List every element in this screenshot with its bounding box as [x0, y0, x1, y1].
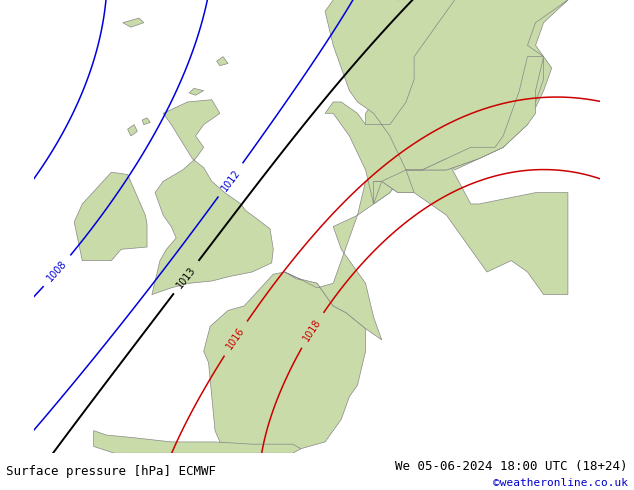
Polygon shape [123, 18, 144, 27]
Text: ©weatheronline.co.uk: ©weatheronline.co.uk [493, 478, 628, 488]
Polygon shape [373, 159, 568, 294]
Polygon shape [74, 172, 147, 261]
Text: 1004: 1004 [0, 204, 16, 229]
Text: 1013: 1013 [175, 265, 198, 290]
Polygon shape [217, 57, 228, 66]
Polygon shape [152, 99, 273, 294]
Polygon shape [204, 272, 366, 453]
Text: Surface pressure [hPa] ECMWF: Surface pressure [hPa] ECMWF [6, 465, 216, 478]
Polygon shape [422, 57, 543, 170]
Polygon shape [142, 118, 150, 124]
Text: We 05-06-2024 18:00 UTC (18+24): We 05-06-2024 18:00 UTC (18+24) [395, 460, 628, 473]
Text: 1008: 1008 [45, 259, 69, 283]
Polygon shape [127, 124, 138, 136]
Text: 1016: 1016 [224, 325, 247, 351]
Text: 1018: 1018 [301, 317, 323, 343]
Polygon shape [285, 170, 406, 340]
Polygon shape [189, 88, 204, 95]
Polygon shape [94, 431, 301, 453]
Text: 1012: 1012 [219, 167, 242, 193]
Polygon shape [366, 102, 414, 193]
Polygon shape [325, 0, 568, 204]
